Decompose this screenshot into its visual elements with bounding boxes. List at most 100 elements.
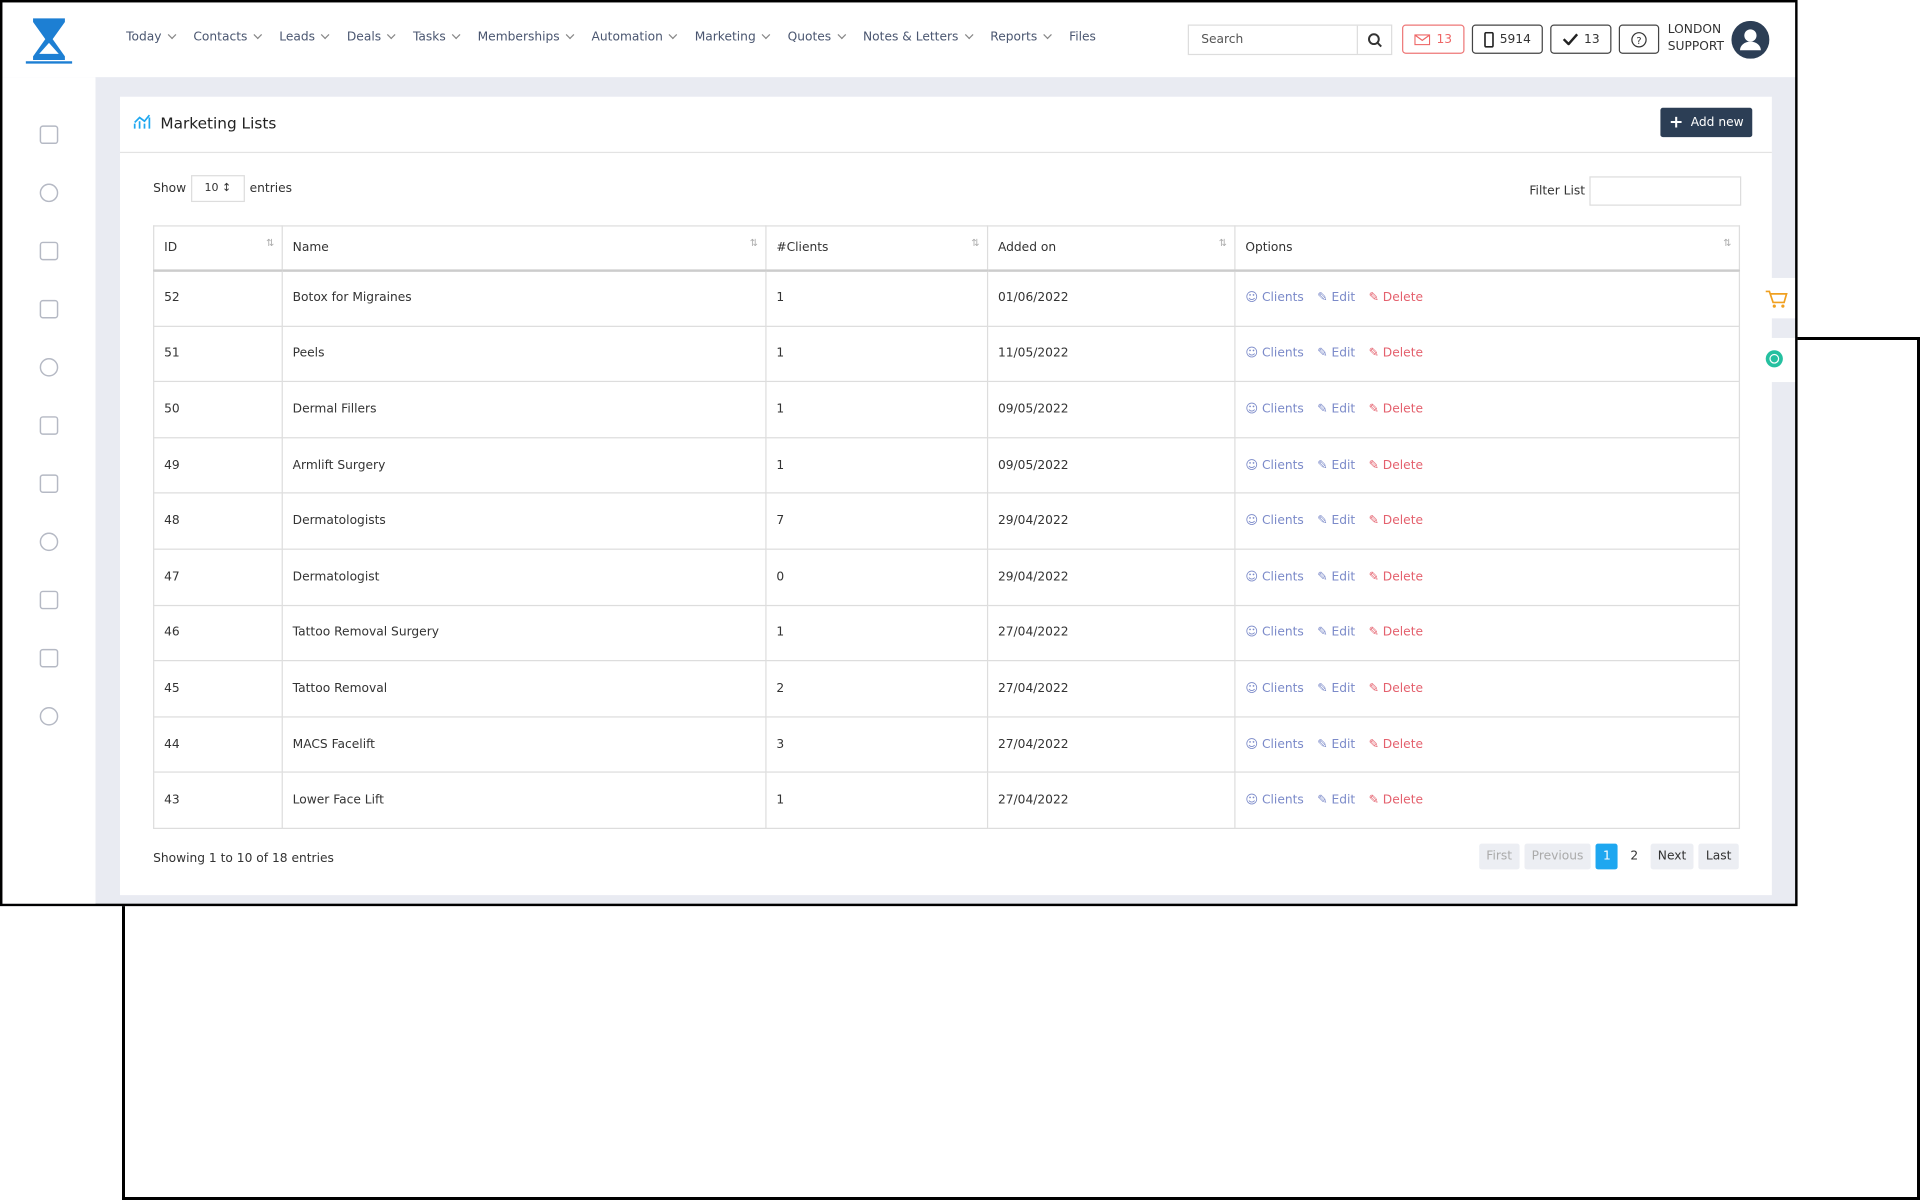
row-action[interactable]: ✎ Delete: [1368, 793, 1424, 808]
column-header[interactable]: Added on ⇅: [986, 225, 1236, 272]
page-size-select[interactable]: 10 ↕: [191, 175, 245, 203]
row-action-label: Clients: [1261, 458, 1304, 473]
row-action[interactable]: ✎ Delete: [1368, 626, 1424, 640]
sidebar-icon[interactable]: [39, 358, 59, 377]
column-header[interactable]: Name ⇅: [281, 225, 767, 272]
help-button[interactable]: ?: [1618, 24, 1660, 54]
row-action[interactable]: ✎ Delete: [1368, 737, 1424, 752]
row-action[interactable]: ✎ Edit: [1317, 458, 1356, 473]
row-action[interactable]: ✎ Delete: [1368, 570, 1424, 584]
row-action[interactable]: ✎ Edit: [1317, 570, 1356, 584]
sidebar-icon[interactable]: [39, 474, 59, 493]
user-avatar[interactable]: [1731, 20, 1770, 59]
mail-button[interactable]: 13: [1402, 24, 1465, 54]
row-action[interactable]: ☺ Clients: [1245, 347, 1304, 361]
row-action[interactable]: ✎ Edit: [1317, 626, 1356, 640]
cart-widget[interactable]: [1755, 277, 1796, 319]
table-cell: 11/05/2022: [986, 325, 1236, 383]
column-header[interactable]: Options ⇅: [1234, 225, 1741, 272]
nav-item[interactable]: Reports: [990, 31, 1050, 44]
page-button[interactable]: Last: [1698, 843, 1739, 870]
row-action[interactable]: ☺ Clients: [1245, 626, 1304, 640]
page-button[interactable]: Previous: [1524, 843, 1591, 870]
row-action[interactable]: ☺ Clients: [1245, 793, 1304, 808]
add-new-button[interactable]: + Add new: [1660, 107, 1753, 138]
app-window: Today Contacts Leads Deals Tasks Memberships A…: [0, 0, 1798, 906]
row-action[interactable]: ✎ Delete: [1368, 458, 1424, 473]
search-box[interactable]: Search: [1187, 24, 1393, 56]
sidebar-icon[interactable]: [39, 299, 59, 319]
nav-item[interactable]: Tasks: [413, 31, 459, 44]
row-action[interactable]: ☺ Clients: [1245, 737, 1304, 752]
row-action-label: Edit: [1331, 458, 1356, 473]
table-cell: 49: [153, 436, 283, 494]
table-row: 46 Tattoo Removal Surgery 1 27/04/2022 ☺ Cli…: [153, 604, 1741, 662]
row-action-label: Delete: [1382, 570, 1424, 584]
sidebar-icon[interactable]: [39, 648, 59, 668]
whatsapp-widget[interactable]: [1755, 337, 1796, 383]
row-action[interactable]: ✎ Edit: [1317, 793, 1356, 808]
table-cell: 1: [765, 436, 989, 494]
table-row: 51 Peels 1 11/05/2022 ☺ Clients ✎ Edit ✎ Delet…: [153, 325, 1741, 383]
row-action[interactable]: ✎ Edit: [1317, 291, 1356, 305]
filter-input[interactable]: [1589, 176, 1742, 206]
page-button[interactable]: 2: [1630, 849, 1639, 864]
nav-item[interactable]: Memberships: [478, 31, 574, 44]
row-action[interactable]: ✎ Delete: [1368, 347, 1424, 361]
table-cell: 29/04/2022: [986, 548, 1236, 606]
row-action[interactable]: ✎ Edit: [1317, 681, 1356, 696]
sidebar-icon[interactable]: [39, 532, 59, 552]
column-header[interactable]: ID ⇅: [153, 225, 283, 272]
nav-item[interactable]: Deals: [347, 31, 395, 44]
search-icon[interactable]: [1356, 25, 1391, 54]
page-button[interactable]: 1: [1595, 843, 1619, 870]
nav-item[interactable]: Notes & Letters: [863, 31, 972, 44]
nav-item[interactable]: Automation: [592, 31, 677, 44]
table-row: 43 Lower Face Lift 1 27/04/2022 ☺ Clients ✎ E…: [153, 771, 1741, 829]
sidebar-icon[interactable]: [39, 241, 59, 261]
sidebar-icon[interactable]: [39, 125, 59, 145]
row-action[interactable]: ✎ Edit: [1317, 402, 1356, 417]
row-action[interactable]: ☺ Clients: [1245, 681, 1304, 696]
sort-icon: ⇅: [266, 237, 275, 249]
page-button[interactable]: Next: [1650, 843, 1694, 870]
table-info: Showing 1 to 10 of 18 entries: [153, 852, 334, 866]
nav-item[interactable]: Today: [126, 31, 175, 44]
options-cell: ☺ Clients ✎ Edit ✎ Delete: [1234, 269, 1741, 327]
row-action[interactable]: ☺ Clients: [1245, 291, 1304, 305]
row-action-label: Edit: [1331, 291, 1356, 305]
row-action[interactable]: ☺ Clients: [1245, 402, 1304, 417]
row-action-label: Clients: [1261, 626, 1304, 640]
row-action-label: Clients: [1261, 514, 1304, 528]
sidebar-icon[interactable]: [39, 590, 59, 610]
page-button[interactable]: First: [1478, 843, 1520, 870]
row-action[interactable]: ✎ Edit: [1317, 737, 1356, 752]
column-header[interactable]: #Clients ⇅: [765, 225, 989, 272]
sidebar-icon[interactable]: [39, 183, 59, 203]
table-cell: 52: [153, 269, 283, 327]
task-button[interactable]: 13: [1550, 24, 1612, 54]
row-action-label: Delete: [1382, 402, 1424, 417]
row-action[interactable]: ☺ Clients: [1245, 458, 1304, 473]
row-action-label: Clients: [1261, 570, 1304, 584]
table-cell: 27/04/2022: [986, 660, 1236, 718]
row-action[interactable]: ✎ Edit: [1317, 347, 1356, 361]
row-action[interactable]: ☺ Clients: [1245, 570, 1304, 584]
logo[interactable]: [25, 13, 73, 65]
row-action[interactable]: ✎ Delete: [1368, 402, 1424, 417]
row-action[interactable]: ✎ Delete: [1368, 514, 1424, 528]
row-action[interactable]: ☺ Clients: [1245, 514, 1304, 528]
row-action[interactable]: ✎ Delete: [1368, 291, 1424, 305]
row-action[interactable]: ✎ Edit: [1317, 514, 1356, 528]
nav-item[interactable]: Quotes: [788, 31, 845, 44]
sidebar-icon[interactable]: [39, 707, 59, 726]
row-action[interactable]: ✎ Delete: [1368, 681, 1424, 696]
sidebar-icon[interactable]: [39, 416, 59, 435]
nav-item[interactable]: Contacts: [193, 31, 261, 44]
phone-button[interactable]: 5914: [1471, 24, 1543, 54]
top-bar: Today Contacts Leads Deals Tasks Memberships A…: [2, 2, 1796, 78]
nav-item[interactable]: Leads: [279, 31, 328, 44]
nav-item[interactable]: Files: [1069, 30, 1096, 45]
nav-item[interactable]: Marketing: [695, 31, 770, 44]
table-cell: 1: [765, 325, 989, 383]
